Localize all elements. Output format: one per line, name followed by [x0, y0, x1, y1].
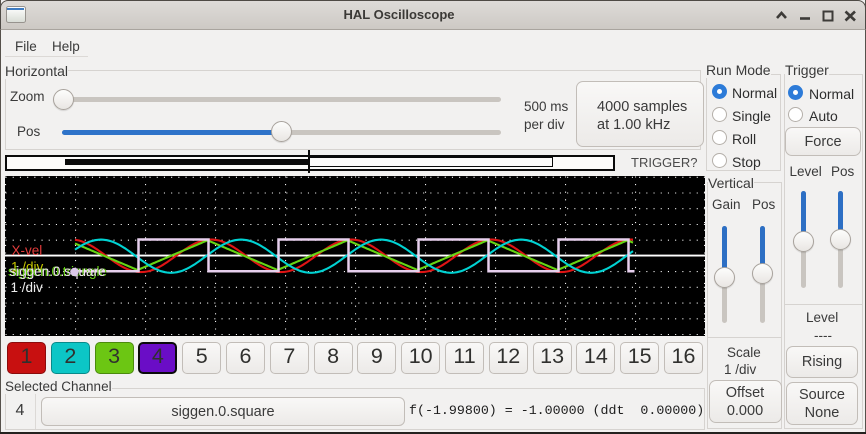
svg-text:siggen.0.triangle: siggen.0.triangle — [8, 264, 107, 279]
svg-text:1 /div: 1 /div — [11, 260, 44, 275]
svg-text:siggen.0.square: siggen.0.square — [10, 264, 106, 279]
svg-text:1 /div: 1 /div — [11, 280, 44, 295]
svg-text:X-vel: X-vel — [12, 243, 43, 258]
